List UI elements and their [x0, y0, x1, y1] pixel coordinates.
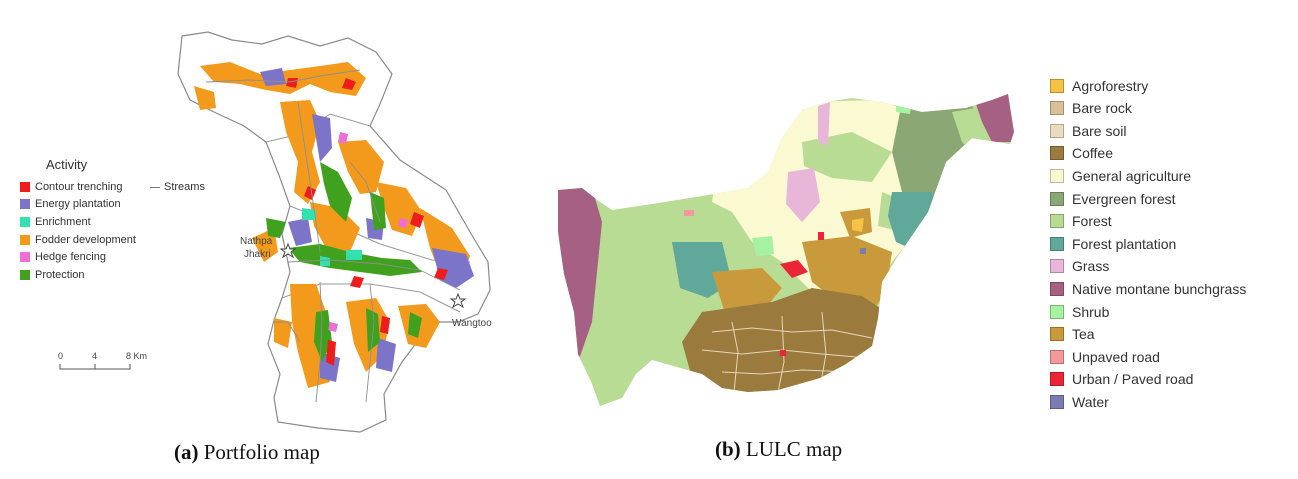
legend-item-forest-plantation: Forest plantation	[1050, 236, 1176, 252]
legend-item-label: Forest plantation	[1072, 236, 1177, 252]
legend-item-forest: Forest	[1050, 213, 1112, 229]
wangtoo-star-icon	[449, 292, 467, 309]
legend-item-hedge-fencing: Hedge fencing	[20, 251, 106, 263]
legend-item-native-montane-bunchgrass: Native montane bunchgrass	[1050, 281, 1246, 297]
legend-item-label: Energy plantation	[35, 198, 121, 210]
legend-swatch	[1050, 101, 1064, 115]
legend-swatch	[1050, 350, 1064, 364]
caption-portfolio-map: (a) Portfolio map	[174, 440, 320, 465]
legend-item-urban-paved-road: Urban / Paved road	[1050, 371, 1193, 387]
legend-item-unpaved-road: Unpaved road	[1050, 349, 1160, 365]
legend-item-evergreen-forest: Evergreen forest	[1050, 191, 1176, 207]
legend-item-label: Water	[1072, 394, 1109, 410]
legend-item-label: Enrichment	[35, 216, 91, 228]
legend-swatch	[20, 252, 30, 262]
legend-item-contour-trenching: Contour trenching	[20, 181, 122, 193]
legend-swatch	[1050, 124, 1064, 138]
legend-swatch	[1050, 237, 1064, 251]
legend-swatch	[1050, 327, 1064, 341]
lulc-map	[558, 94, 1014, 406]
legend-item-label: Shrub	[1072, 304, 1110, 320]
legend-item-label: Tea	[1072, 326, 1095, 342]
place-label-wangtoo: Wangtoo	[452, 318, 492, 329]
legend-swatch	[1050, 372, 1064, 386]
legend-item-label: Coffee	[1072, 145, 1113, 161]
activity-legend-title: Activity	[46, 157, 88, 172]
town-markers	[279, 242, 467, 309]
legend-item-label: Contour trenching	[35, 181, 123, 193]
caption-text: LULC map	[740, 437, 843, 461]
legend-swatch	[1050, 282, 1064, 296]
legend-item-streams: Streams	[150, 181, 205, 193]
legend-item-bare-soil: Bare soil	[1050, 123, 1126, 139]
legend-item-label: General agriculture	[1072, 168, 1192, 184]
streams-line-symbol	[150, 186, 160, 188]
scale-bar-graphic	[59, 364, 131, 370]
legend-swatch	[1050, 305, 1064, 319]
legend-item-bare-rock: Bare rock	[1050, 100, 1132, 116]
legend-item-label: Urban / Paved road	[1072, 371, 1194, 387]
legend-item-label: Streams	[164, 181, 205, 193]
place-label-jhakri: Jhakri	[244, 249, 271, 260]
legend-item-label: Forest	[1072, 213, 1112, 229]
legend-item-agroforestry: Agroforestry	[1050, 78, 1148, 94]
legend-item-shrub: Shrub	[1050, 304, 1109, 320]
legend-item-label: Agroforestry	[1072, 78, 1149, 94]
nathpa-jhakri-star-icon	[279, 242, 297, 259]
scale-tick-8: 8 Km	[126, 351, 148, 361]
energy-plantation-areas	[260, 68, 474, 382]
place-label-nathpa: Nathpa	[240, 236, 273, 247]
caption-text: Portfolio map	[198, 440, 320, 464]
legend-item-label: Protection	[35, 269, 85, 281]
legend-swatch	[20, 199, 30, 209]
legend-item-tea: Tea	[1050, 326, 1095, 342]
legend-swatch	[20, 270, 30, 280]
legend-item-protection: Protection	[20, 269, 85, 281]
caption-tag: (b)	[715, 437, 741, 461]
legend-item-label: Fodder development	[35, 234, 136, 246]
legend-item-enrichment: Enrichment	[20, 216, 91, 228]
legend-item-coffee: Coffee	[1050, 145, 1113, 161]
legend-item-water: Water	[1050, 394, 1109, 410]
legend-item-grass: Grass	[1050, 258, 1109, 274]
caption-lulc-map: (b) LULC map	[715, 437, 842, 462]
scale-tick-0: 0	[58, 351, 64, 361]
scale-tick-4: 4	[92, 351, 98, 361]
legend-swatch	[1050, 214, 1064, 228]
legend-item-label: Bare rock	[1072, 100, 1132, 116]
legend-item-label: Grass	[1072, 258, 1110, 274]
legend-item-label: Native montane bunchgrass	[1072, 281, 1247, 297]
legend-item-fodder-development: Fodder development	[20, 234, 136, 246]
legend-swatch	[1050, 259, 1064, 273]
legend-swatch	[1050, 192, 1064, 206]
legend-item-label: Unpaved road	[1072, 349, 1160, 365]
caption-tag: (a)	[174, 440, 199, 464]
legend-item-general-agriculture: General agriculture	[1050, 168, 1191, 184]
legend-swatch	[1050, 79, 1064, 93]
legend-swatch	[1050, 169, 1064, 183]
contour-trenching-areas	[286, 78, 448, 366]
legend-swatch	[1050, 395, 1064, 409]
legend-item-label: Hedge fencing	[35, 251, 106, 263]
legend-item-label: Evergreen forest	[1072, 191, 1176, 207]
legend-swatch	[20, 182, 30, 192]
enrichment-areas	[302, 208, 362, 266]
legend-swatch	[1050, 146, 1064, 160]
portfolio-map	[177, 31, 491, 433]
hedge-fencing-areas	[328, 132, 408, 332]
legend-item-energy-plantation: Energy plantation	[20, 198, 121, 210]
streams	[205, 69, 461, 403]
legend-swatch	[20, 217, 30, 227]
legend-swatch	[20, 235, 30, 245]
legend-item-label: Bare soil	[1072, 123, 1127, 139]
